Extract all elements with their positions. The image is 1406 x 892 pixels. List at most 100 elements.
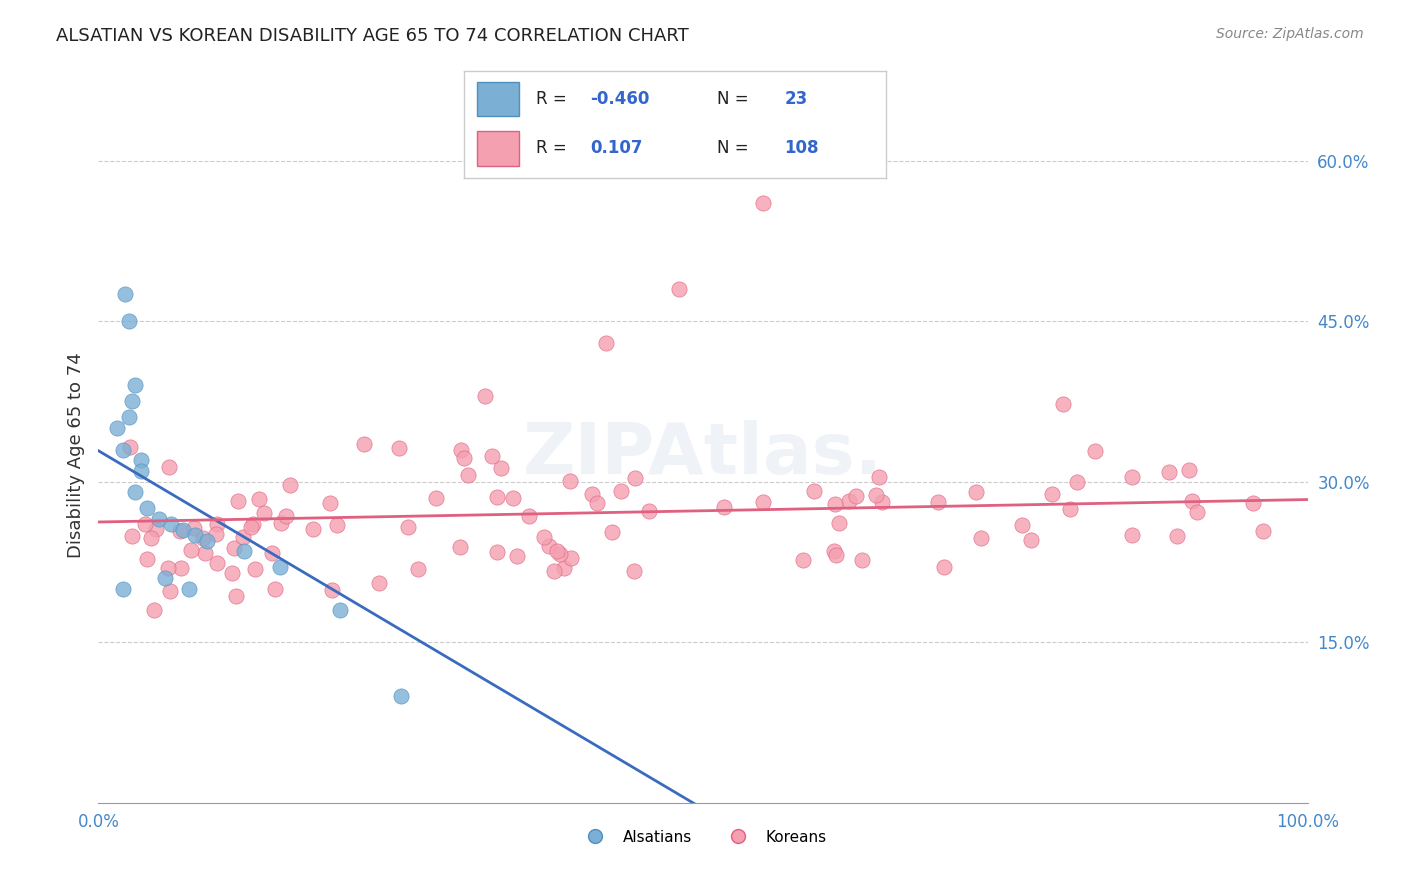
Text: N =: N =	[717, 90, 754, 108]
Text: 23: 23	[785, 90, 808, 108]
Point	[170, 561, 193, 575]
Text: 0.107: 0.107	[591, 139, 643, 157]
Point	[517, 508, 540, 523]
Point	[668, 282, 690, 296]
Text: ALSATIAN VS KOREAN DISABILITY AGE 65 TO 74 CORRELATION CHART: ALSATIAN VS KOREAN DISABILITY AGE 65 TO …	[56, 27, 689, 45]
Point	[870, 495, 893, 509]
Point	[205, 556, 228, 570]
Point	[553, 561, 575, 575]
Point	[105, 421, 128, 435]
Point	[934, 560, 956, 574]
Point	[136, 551, 159, 566]
Point	[586, 496, 609, 510]
Point	[205, 516, 228, 531]
Point	[221, 566, 243, 580]
Point	[425, 491, 447, 505]
Point	[368, 576, 391, 591]
Point	[141, 532, 163, 546]
Point	[1040, 487, 1063, 501]
Point	[326, 518, 349, 533]
Point	[1251, 524, 1274, 538]
Point	[247, 491, 270, 506]
Point	[481, 449, 503, 463]
Point	[232, 530, 254, 544]
Point	[135, 501, 157, 516]
Point	[226, 494, 249, 508]
Point	[825, 548, 848, 562]
Point	[1084, 443, 1107, 458]
Text: 108: 108	[785, 139, 820, 157]
Y-axis label: Disability Age 65 to 74: Disability Age 65 to 74	[66, 352, 84, 558]
Point	[302, 522, 325, 536]
Point	[506, 549, 529, 564]
Point	[1185, 505, 1208, 519]
Point	[581, 487, 603, 501]
Point	[280, 477, 302, 491]
Point	[610, 484, 633, 499]
Point	[153, 571, 176, 585]
Point	[450, 442, 472, 457]
Point	[157, 561, 180, 575]
Point	[713, 500, 735, 515]
Point	[129, 464, 152, 478]
Point	[169, 524, 191, 538]
Point	[751, 494, 773, 508]
Point	[1157, 465, 1180, 479]
Point	[792, 553, 814, 567]
Point	[457, 467, 479, 482]
FancyBboxPatch shape	[477, 131, 519, 166]
Point	[118, 314, 141, 328]
Point	[396, 520, 419, 534]
Text: ZIPAtlas.: ZIPAtlas.	[523, 420, 883, 490]
Point	[595, 335, 617, 350]
Point	[270, 516, 292, 530]
Point	[179, 582, 201, 596]
Point	[546, 544, 568, 558]
Point	[970, 531, 993, 545]
Legend: Alsatians, Koreans: Alsatians, Koreans	[574, 823, 832, 851]
Point	[321, 583, 343, 598]
Point	[148, 512, 170, 526]
Point	[276, 509, 298, 524]
Point	[1059, 501, 1081, 516]
Point	[129, 453, 152, 467]
Point	[538, 539, 561, 553]
Point	[838, 494, 860, 508]
Point	[121, 394, 143, 409]
Point	[865, 488, 887, 502]
Point	[752, 196, 775, 211]
Point	[159, 584, 181, 599]
Point	[449, 540, 471, 554]
Point	[1121, 527, 1143, 541]
Point	[252, 506, 274, 520]
Point	[118, 410, 141, 425]
Point	[1241, 495, 1264, 509]
Point	[118, 440, 141, 454]
Point	[145, 522, 167, 536]
Point	[388, 441, 411, 455]
Point	[824, 496, 846, 510]
Point	[243, 562, 266, 576]
Point	[558, 474, 581, 488]
Point	[184, 528, 207, 542]
Text: Source: ZipAtlas.com: Source: ZipAtlas.com	[1216, 27, 1364, 41]
Point	[560, 551, 582, 566]
Point	[242, 516, 264, 531]
Point	[548, 547, 571, 561]
Point	[172, 523, 194, 537]
Point	[1052, 397, 1074, 411]
Point	[269, 560, 291, 574]
Point	[1178, 463, 1201, 477]
Point	[623, 471, 645, 485]
Point	[260, 546, 283, 560]
Text: R =: R =	[536, 139, 572, 157]
Point	[868, 470, 890, 484]
Point	[222, 541, 245, 555]
Point	[1011, 517, 1033, 532]
Point	[204, 527, 226, 541]
Point	[638, 504, 661, 518]
Point	[232, 544, 254, 558]
Point	[485, 490, 508, 504]
Point	[240, 519, 263, 533]
Point	[124, 378, 146, 392]
